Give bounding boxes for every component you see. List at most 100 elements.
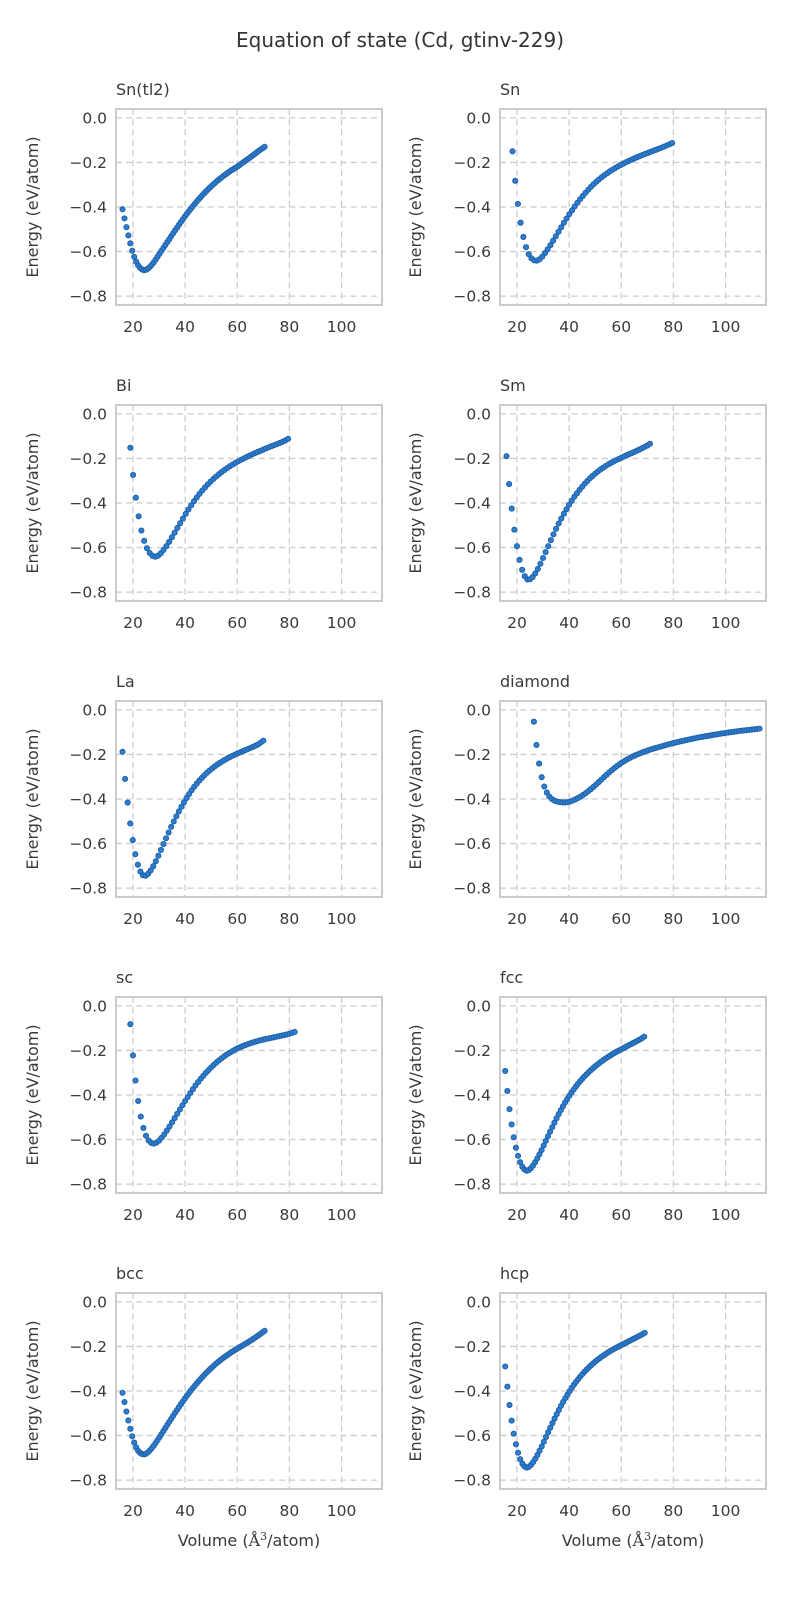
svg-text:−0.8: −0.8 [453, 288, 491, 306]
svg-text:−0.4: −0.4 [69, 1383, 107, 1401]
axes-frame [115, 404, 383, 602]
svg-text:−0.6: −0.6 [453, 243, 491, 261]
scatter-series [509, 140, 676, 264]
y-axis-label: Energy (eV/atom) [23, 136, 42, 277]
x-axis-label: Volume (Å3/atom) [178, 1530, 321, 1550]
y-axis-label: Energy (eV/atom) [406, 136, 425, 277]
svg-text:80: 80 [280, 1502, 300, 1520]
svg-text:60: 60 [227, 1502, 247, 1520]
svg-text:40: 40 [175, 614, 195, 632]
svg-text:60: 60 [227, 910, 247, 928]
svg-text:100: 100 [711, 1206, 741, 1224]
subplot-title: Sn(tl2) [116, 80, 170, 99]
svg-text:80: 80 [280, 910, 300, 928]
axes-frame [115, 996, 383, 1194]
scatter-series [119, 143, 268, 274]
gridlines [116, 109, 382, 305]
subplot-title: diamond [500, 672, 570, 691]
subplot-title: bcc [116, 1264, 144, 1283]
svg-text:60: 60 [227, 614, 247, 632]
svg-text:−0.4: −0.4 [69, 199, 107, 217]
svg-text:80: 80 [280, 614, 300, 632]
svg-text:100: 100 [327, 910, 357, 928]
subplot-diamond: 20 40 60 80 100 0.0 −0.2 −0.4 −0.6 −0.8 diamond Ene… [406, 672, 767, 928]
axes-frame [499, 108, 767, 306]
subplot-title: Sn [500, 80, 520, 99]
svg-text:0.0: 0.0 [82, 109, 107, 127]
svg-text:−0.8: −0.8 [453, 880, 491, 898]
svg-text:40: 40 [559, 910, 579, 928]
svg-text:0.0: 0.0 [466, 701, 491, 719]
axes-frame [115, 700, 383, 898]
x-tick-labels: 20 40 60 80 100 [507, 1502, 740, 1520]
y-axis-label: Energy (eV/atom) [406, 1320, 425, 1461]
svg-text:−0.4: −0.4 [69, 791, 107, 809]
svg-text:−0.6: −0.6 [69, 539, 107, 557]
svg-text:20: 20 [123, 1206, 143, 1224]
svg-text:−0.2: −0.2 [453, 746, 491, 764]
y-tick-labels: 0.0 −0.2 −0.4 −0.6 −0.8 [69, 997, 107, 1193]
scatter-series [119, 1327, 268, 1458]
x-tick-labels: 20 40 60 80 100 [123, 1206, 356, 1224]
svg-text:20: 20 [507, 318, 527, 336]
svg-text:−0.2: −0.2 [69, 450, 107, 468]
svg-text:−0.2: −0.2 [453, 450, 491, 468]
y-tick-labels: 0.0 −0.2 −0.4 −0.6 −0.8 [69, 405, 107, 601]
svg-text:40: 40 [175, 1502, 195, 1520]
subplot-bi: 20 40 60 80 100 0.0 −0.2 −0.4 −0.6 −0.8 Bi Energy (… [23, 376, 383, 632]
subplot-sm: 20 40 60 80 100 0.0 −0.2 −0.4 −0.6 −0.8 Sm Energy (… [406, 376, 767, 632]
svg-text:−0.4: −0.4 [453, 791, 491, 809]
gridlines [500, 1293, 766, 1489]
svg-text:20: 20 [123, 614, 143, 632]
x-tick-labels: 20 40 60 80 100 [123, 910, 356, 928]
scatter-series [502, 1033, 648, 1174]
svg-text:40: 40 [175, 1206, 195, 1224]
svg-text:80: 80 [280, 318, 300, 336]
scatter-series [119, 737, 267, 879]
svg-text:−0.2: −0.2 [69, 1338, 107, 1356]
axes-frame [499, 404, 767, 602]
svg-text:−0.6: −0.6 [453, 539, 491, 557]
y-axis-label: Energy (eV/atom) [23, 728, 42, 869]
x-tick-labels: 20 40 60 80 100 [123, 614, 356, 632]
svg-text:40: 40 [559, 318, 579, 336]
svg-text:0.0: 0.0 [466, 997, 491, 1015]
svg-text:−0.8: −0.8 [69, 1472, 107, 1490]
svg-text:40: 40 [559, 1206, 579, 1224]
svg-text:−0.8: −0.8 [69, 584, 107, 602]
subplot-title: fcc [500, 968, 523, 987]
svg-text:−0.8: −0.8 [69, 880, 107, 898]
axes-frame [499, 700, 767, 898]
scatter-series [503, 440, 653, 583]
gridlines [116, 997, 382, 1193]
subplot-title: hcp [500, 1264, 529, 1283]
gridlines [500, 109, 766, 305]
svg-text:−0.6: −0.6 [453, 1427, 491, 1445]
gridlines [116, 405, 382, 601]
svg-text:20: 20 [507, 1206, 527, 1224]
svg-text:60: 60 [227, 318, 247, 336]
y-tick-labels: 0.0 −0.2 −0.4 −0.6 −0.8 [453, 1293, 491, 1489]
subplot-la: 20 40 60 80 100 0.0 −0.2 −0.4 −0.6 −0.8 La Energy (… [23, 672, 383, 928]
subplot-hcp: 20 40 60 80 100 0.0 −0.2 −0.4 −0.6 −0.8 hcp Energy … [406, 1264, 767, 1550]
svg-text:−0.8: −0.8 [69, 1176, 107, 1194]
svg-text:−0.6: −0.6 [69, 1131, 107, 1149]
svg-text:−0.8: −0.8 [453, 1472, 491, 1490]
subplot-title: sc [116, 968, 133, 987]
svg-text:−0.6: −0.6 [69, 835, 107, 853]
svg-text:−0.4: −0.4 [453, 1383, 491, 1401]
svg-text:−0.6: −0.6 [69, 1427, 107, 1445]
axes-frame [499, 1292, 767, 1490]
svg-text:60: 60 [611, 318, 631, 336]
svg-text:−0.2: −0.2 [453, 1338, 491, 1356]
svg-text:20: 20 [123, 1502, 143, 1520]
y-axis-label: Energy (eV/atom) [406, 1024, 425, 1165]
y-tick-labels: 0.0 −0.2 −0.4 −0.6 −0.8 [453, 701, 491, 897]
y-tick-labels: 0.0 −0.2 −0.4 −0.6 −0.8 [69, 1293, 107, 1489]
x-tick-labels: 20 40 60 80 100 [123, 318, 356, 336]
svg-text:60: 60 [611, 1206, 631, 1224]
gridlines [116, 701, 382, 897]
svg-text:−0.4: −0.4 [69, 495, 107, 513]
svg-text:100: 100 [327, 614, 357, 632]
